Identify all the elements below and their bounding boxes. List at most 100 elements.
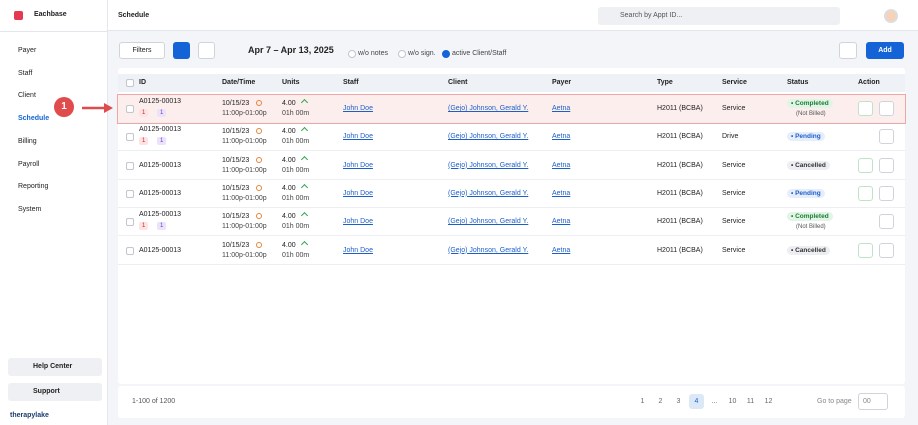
checkbox[interactable] (126, 161, 134, 170)
payer[interactable]: Aetna (552, 133, 571, 141)
check-label[interactable]: active Client/Staff (452, 50, 507, 57)
table-row[interactable]: A0125-00013 10/15/23 11:00p-01:00p 4.00 01h … (118, 180, 905, 208)
type: H2011 (BCBA) (657, 105, 703, 112)
column-header[interactable]: Type (657, 79, 673, 86)
status-dot (256, 241, 262, 248)
staff[interactable]: John Doe (343, 189, 373, 197)
add-button[interactable]: Add (866, 42, 904, 59)
checkbox[interactable] (126, 246, 134, 255)
staff[interactable]: John Doe (343, 161, 373, 169)
more-button[interactable] (879, 242, 894, 258)
nav-item[interactable]: Reporting (12, 180, 102, 194)
checkbox[interactable] (126, 218, 134, 227)
page[interactable]: 10 (728, 398, 737, 405)
check-label[interactable]: w/o notes (358, 50, 388, 57)
nav-item[interactable]: Billing (12, 135, 102, 149)
table-row[interactable]: A0125-00013 10/15/23 11:00p-01:00p 4.00 01h … (118, 152, 905, 180)
nav-item[interactable]: Client (12, 89, 102, 103)
date-range[interactable]: Apr 7 – Apr 13, 2025 (248, 45, 334, 55)
alert-badge[interactable]: 1 (139, 137, 149, 146)
payer[interactable]: Aetna (552, 161, 571, 169)
lock-button[interactable] (858, 185, 873, 201)
table-row[interactable]: A0125-00013 10/15/23 11:00p-01:00p 4.00 01h … (118, 237, 905, 265)
checkbox[interactable] (442, 50, 450, 58)
client[interactable]: (Gejo) Johnson, Gerald Y. (448, 246, 529, 254)
alert-badge[interactable]: 1 (139, 109, 149, 117)
checkbox[interactable] (348, 50, 356, 58)
column-header[interactable]: ID (139, 79, 146, 86)
staff[interactable]: John Doe (343, 133, 373, 141)
footer-brand: therapylake (10, 412, 49, 419)
list-view[interactable] (173, 42, 190, 59)
checkbox[interactable] (126, 105, 134, 113)
avatar[interactable] (884, 9, 898, 23)
more-button[interactable] (879, 214, 894, 230)
column-header[interactable]: Date/Time (222, 79, 256, 86)
payer[interactable]: Aetna (552, 246, 571, 254)
support[interactable]: Support (8, 383, 102, 401)
column-header[interactable]: Payer (552, 79, 572, 86)
column-header[interactable]: Status (787, 79, 809, 86)
staff[interactable]: John Doe (343, 246, 373, 254)
client[interactable]: (Gejo) Johnson, Gerald Y. (448, 161, 529, 169)
check-label[interactable]: w/o sign. (408, 50, 436, 57)
table-row[interactable]: A0125-00013 1 1 10/15/23 11:00p-01:00p 4.00 01… (118, 123, 905, 152)
page[interactable]: 11 (746, 398, 755, 405)
client[interactable]: (Gejo) Johnson, Gerald Y. (448, 189, 529, 197)
nav-item[interactable]: System (12, 203, 102, 217)
column-header[interactable]: Service (722, 79, 747, 86)
nav-item[interactable]: Schedule (12, 112, 102, 126)
checkbox[interactable] (126, 79, 134, 87)
goto-select[interactable]: 00 (858, 393, 888, 410)
table-row[interactable]: A0125-00013 1 1 10/15/23 11:00p-01:00p 4.00 01… (117, 94, 906, 124)
more-button[interactable] (879, 185, 894, 201)
checkbox[interactable] (398, 50, 406, 58)
status-dot (256, 184, 262, 191)
payer[interactable]: Aetna (552, 189, 571, 197)
client[interactable]: (Gejo) Johnson, Gerald Y. (448, 105, 529, 112)
prev-page[interactable] (616, 394, 631, 409)
calendar-view[interactable] (198, 42, 215, 59)
nav-item[interactable]: Payroll (12, 158, 102, 172)
column-header[interactable]: Client (448, 79, 468, 86)
more-button[interactable] (879, 157, 894, 173)
page[interactable]: 2 (658, 398, 663, 405)
column-header[interactable]: Units (282, 79, 300, 86)
more-button[interactable] (879, 129, 894, 145)
lock-button[interactable] (858, 242, 873, 258)
sync-button[interactable] (839, 42, 857, 59)
summary: 1-100 of 1200 (132, 398, 176, 405)
date: 10/15/23 (222, 100, 250, 107)
payer[interactable]: Aetna (552, 105, 571, 112)
nav-item[interactable]: Payer (12, 44, 102, 58)
client[interactable]: (Gejo) Johnson, Gerald Y. (448, 133, 529, 141)
alert-badge[interactable]: 1 (139, 222, 149, 231)
staff[interactable]: John Doe (343, 105, 373, 112)
appt-id: A0125-00013 (139, 211, 182, 219)
lock-button[interactable] (858, 157, 873, 173)
staff[interactable]: John Doe (343, 218, 373, 226)
brand: Eachbase (34, 11, 67, 18)
page[interactable]: 1 (640, 398, 645, 405)
help-center[interactable]: Help Center (8, 358, 102, 376)
table-row[interactable]: A0125-00013 1 1 10/15/23 11:00p-01:00p 4.00 01… (118, 208, 905, 237)
search[interactable]: Search by Appt ID... (598, 7, 840, 25)
checkbox[interactable] (126, 133, 134, 142)
page[interactable]: 4 (689, 394, 704, 409)
filters-button[interactable]: Filters (119, 42, 165, 59)
page[interactable]: ... (711, 398, 718, 405)
page[interactable]: 3 (676, 398, 681, 405)
alert-badge[interactable]: 1 (157, 109, 167, 117)
more-button[interactable] (879, 101, 894, 116)
table-header: ID Date/Time Units Staff Client Payer Type Serv… (118, 74, 905, 92)
nav-item[interactable]: Staff (12, 67, 102, 81)
payer[interactable]: Aetna (552, 218, 571, 226)
next-page[interactable] (782, 394, 797, 409)
page[interactable]: 12 (764, 398, 773, 405)
alert-badge[interactable]: 1 (157, 222, 167, 231)
client[interactable]: (Gejo) Johnson, Gerald Y. (448, 218, 529, 226)
lock-button[interactable] (858, 101, 873, 116)
alert-badge[interactable]: 1 (157, 137, 167, 146)
column-header[interactable]: Staff (343, 79, 359, 86)
checkbox[interactable] (126, 189, 134, 198)
